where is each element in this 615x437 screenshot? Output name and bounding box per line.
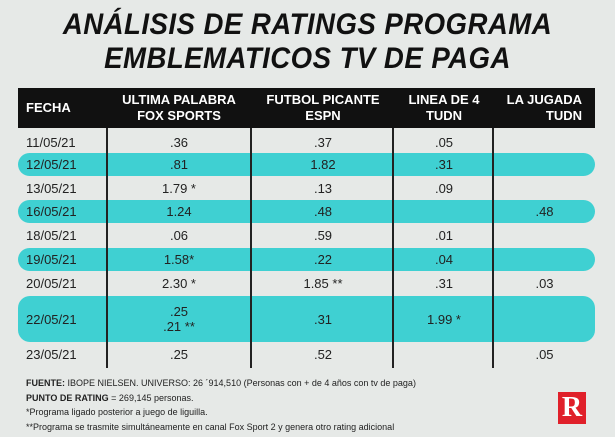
rating-cell: .04 xyxy=(434,252,454,267)
source-note: FUENTE: IBOPE NIELSEN. UNIVERSO: 26 ´914… xyxy=(26,378,416,388)
date-cell: 22/05/21 xyxy=(26,311,77,327)
rating-cell: .22 xyxy=(313,252,333,267)
title-line-2: EMBLEMATICOS TV DE PAGA xyxy=(104,42,511,75)
table-row: 18/05/21 .06 .59 .01 xyxy=(18,223,595,248)
rating-cell: .06 xyxy=(169,228,189,243)
table-row: 20/05/21 2.30 * 1.85 ** .31 .03 xyxy=(18,271,595,296)
column-header: FECHA xyxy=(26,100,71,115)
table-row: 12/05/21 .81 1.82 .31 xyxy=(18,153,595,176)
table-row: 13/05/21 1.79 * .13 .09 xyxy=(18,176,595,200)
rating-cell: .31 xyxy=(434,157,454,172)
column-divider xyxy=(106,128,108,368)
rating-cell: .31 xyxy=(434,276,454,291)
column-header: FUTBOL PICANTE ESPN xyxy=(266,92,380,123)
rating-cell: .48 xyxy=(313,204,333,219)
column-divider xyxy=(250,128,252,368)
column-header: LA JUGADA TUDN xyxy=(506,92,582,123)
footnotes: FUENTE: IBOPE NIELSEN. UNIVERSO: 26 ´914… xyxy=(26,376,416,434)
rating-cell: .03 xyxy=(535,276,554,291)
rating-cell: .37 xyxy=(313,134,333,150)
date-cell: 20/05/21 xyxy=(26,276,77,291)
column-header: ULTIMA PALABRA FOX SPORTS xyxy=(122,92,236,123)
rating-cell: .36 xyxy=(169,134,189,150)
rating-cell: .05 xyxy=(434,134,454,150)
column-divider xyxy=(492,128,494,368)
date-cell: 16/05/21 xyxy=(26,204,77,219)
date-cell: 23/05/21 xyxy=(26,346,77,362)
rating-cell: 1.58* xyxy=(163,252,195,267)
rating-cell: .13 xyxy=(313,180,333,196)
table-row: 16/05/21 1.24 .48 .48 xyxy=(18,200,595,223)
table-row: 22/05/21 .25 .21 ** .31 1.99 * xyxy=(18,296,595,342)
rating-cell: .31 xyxy=(313,311,333,327)
rating-cell: .25 xyxy=(169,346,189,362)
footnote-2: **Programa se trasmite simultáneamente e… xyxy=(26,421,395,432)
rating-point-note: PUNTO DE RATING = 269,145 personas. xyxy=(26,392,194,403)
rating-cell: 1.79 * xyxy=(162,180,196,196)
date-cell: 11/05/21 xyxy=(26,134,76,150)
table-body: 11/05/21 .36 .37 .05 12/05/21 .81 1.82 .31 13/05… xyxy=(18,131,595,366)
rating-cell: 1.99 * xyxy=(427,311,461,327)
rating-cell: .52 xyxy=(313,346,333,362)
date-cell: 13/05/21 xyxy=(26,180,77,196)
date-cell: 12/05/21 xyxy=(26,157,77,172)
rating-cell: .48 xyxy=(535,204,554,219)
table-row: 11/05/21 .36 .37 .05 xyxy=(18,131,595,153)
record-logo: R xyxy=(558,392,586,424)
rating-cell: .81 xyxy=(169,157,189,172)
rating-cell: .25 .21 ** xyxy=(163,304,195,334)
footnote-1: *Programa ligado posterior a juego de li… xyxy=(26,407,208,417)
date-cell: 19/05/21 xyxy=(26,252,77,267)
title-line-1: ANÁLISIS DE RATINGS PROGRAMA xyxy=(62,8,553,41)
chart-title: ANÁLISIS DE RATINGS PROGRAMA EMBLEMATICO… xyxy=(25,8,591,76)
rating-cell: .05 xyxy=(535,346,554,362)
table-header: FECHA ULTIMA PALABRA FOX SPORTS FUTBOL PIC… xyxy=(18,88,595,128)
rating-cell: 1.82 xyxy=(310,157,336,172)
rating-cell: .09 xyxy=(434,180,454,196)
table-row: 23/05/21 .25 .52 .05 xyxy=(18,342,595,366)
rating-cell: 2.30 * xyxy=(162,276,196,291)
rating-cell: 1.85 ** xyxy=(303,276,343,291)
rating-cell: .59 xyxy=(313,228,333,243)
column-header: LINEA DE 4 TUDN xyxy=(408,92,480,123)
rating-cell: 1.24 xyxy=(166,204,192,219)
table-row: 19/05/21 1.58* .22 .04 xyxy=(18,248,595,271)
column-divider xyxy=(392,128,394,368)
rating-cell: .01 xyxy=(434,228,454,243)
date-cell: 18/05/21 xyxy=(26,228,77,243)
